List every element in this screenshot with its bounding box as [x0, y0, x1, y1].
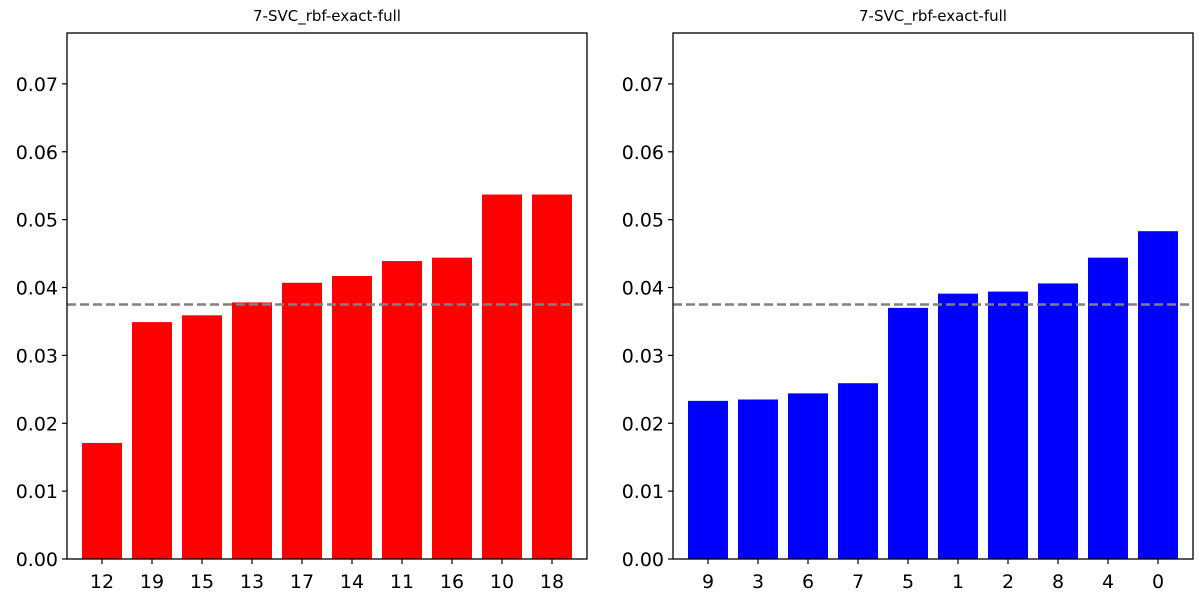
y-tick-label: 0.03 — [622, 345, 664, 367]
y-tick-label: 0.07 — [16, 74, 58, 96]
bar-4 — [1088, 257, 1128, 559]
y-tick-label: 0.05 — [622, 210, 664, 232]
x-tick-label-18: 18 — [540, 571, 564, 593]
x-tick-label-11: 11 — [390, 571, 414, 593]
bar-6 — [788, 393, 828, 559]
x-tick-label-9: 9 — [702, 571, 714, 593]
y-tick-label: 0.00 — [16, 549, 58, 571]
y-tick-label: 0.04 — [622, 278, 664, 300]
bar-10 — [482, 194, 522, 559]
x-tick-label-10: 10 — [490, 571, 514, 593]
y-tick-label: 0.02 — [622, 413, 664, 435]
left-chart: 7-SVC_rbf-exact-full 0.000.010.020.030.0… — [16, 7, 588, 593]
bar-19 — [132, 322, 172, 559]
bar-3 — [738, 399, 778, 559]
x-tick-label-7: 7 — [852, 571, 864, 593]
y-tick-label: 0.01 — [16, 481, 58, 503]
y-tick-label: 0.02 — [16, 413, 58, 435]
x-tick-label-17: 17 — [290, 571, 314, 593]
plot-frame — [672, 32, 1194, 560]
y-tick-label: 0.05 — [16, 210, 58, 232]
bar-5 — [888, 307, 928, 559]
x-tick-label-4: 4 — [1102, 571, 1114, 593]
x-tick-label-12: 12 — [90, 571, 114, 593]
x-tick-label-1: 1 — [952, 571, 964, 593]
bar-0 — [1138, 231, 1178, 559]
x-tick-label-2: 2 — [1002, 571, 1014, 593]
bar-2 — [988, 291, 1028, 559]
y-tick-label: 0.06 — [622, 142, 664, 164]
bar-9 — [688, 400, 728, 559]
x-tick-label-14: 14 — [340, 571, 364, 593]
x-tick-label-13: 13 — [240, 571, 264, 593]
x-tick-label-6: 6 — [802, 571, 814, 593]
y-tick-label: 0.04 — [16, 278, 58, 300]
x-tick-label-16: 16 — [440, 571, 464, 593]
x-tick-label-5: 5 — [902, 571, 914, 593]
right-chart: 7-SVC_rbf-exact-full 0.000.010.020.030.0… — [622, 7, 1194, 593]
y-tick-label: 0.00 — [622, 549, 664, 571]
bar-1 — [938, 293, 978, 559]
bar-14 — [332, 275, 372, 559]
x-tick-label-19: 19 — [140, 571, 164, 593]
bar-7 — [838, 383, 878, 559]
left-chart-plot: 0.00 0.01 0.02 0.03 0.04 0.05 0.06 0.07 12 19 15 13… — [16, 32, 588, 593]
bar-11 — [382, 261, 422, 559]
bar-17 — [282, 282, 322, 559]
bar-12 — [82, 442, 122, 559]
y-tick-label: 0.06 — [16, 142, 58, 164]
x-tick-label-3: 3 — [752, 571, 764, 593]
bar-15 — [182, 315, 222, 559]
bar-16 — [432, 257, 472, 559]
bar-8 — [1038, 283, 1078, 559]
y-tick-label: 0.03 — [16, 345, 58, 367]
x-tick-label-0: 0 — [1152, 571, 1164, 593]
bar-13 — [232, 302, 272, 559]
right-chart-title: 7-SVC_rbf-exact-full — [859, 7, 1007, 26]
x-tick-label-15: 15 — [190, 571, 214, 593]
x-tick-label-8: 8 — [1052, 571, 1064, 593]
right-chart-plot: 0.00 0.01 0.02 0.03 0.04 0.05 0.06 0.07 9 3 6 7 5 1 2 8… — [622, 32, 1194, 593]
left-chart-title: 7-SVC_rbf-exact-full — [253, 7, 401, 26]
y-tick-label: 0.07 — [622, 74, 664, 96]
plot-frame — [66, 32, 588, 560]
y-tick-label: 0.01 — [622, 481, 664, 503]
bar-18 — [532, 194, 572, 559]
